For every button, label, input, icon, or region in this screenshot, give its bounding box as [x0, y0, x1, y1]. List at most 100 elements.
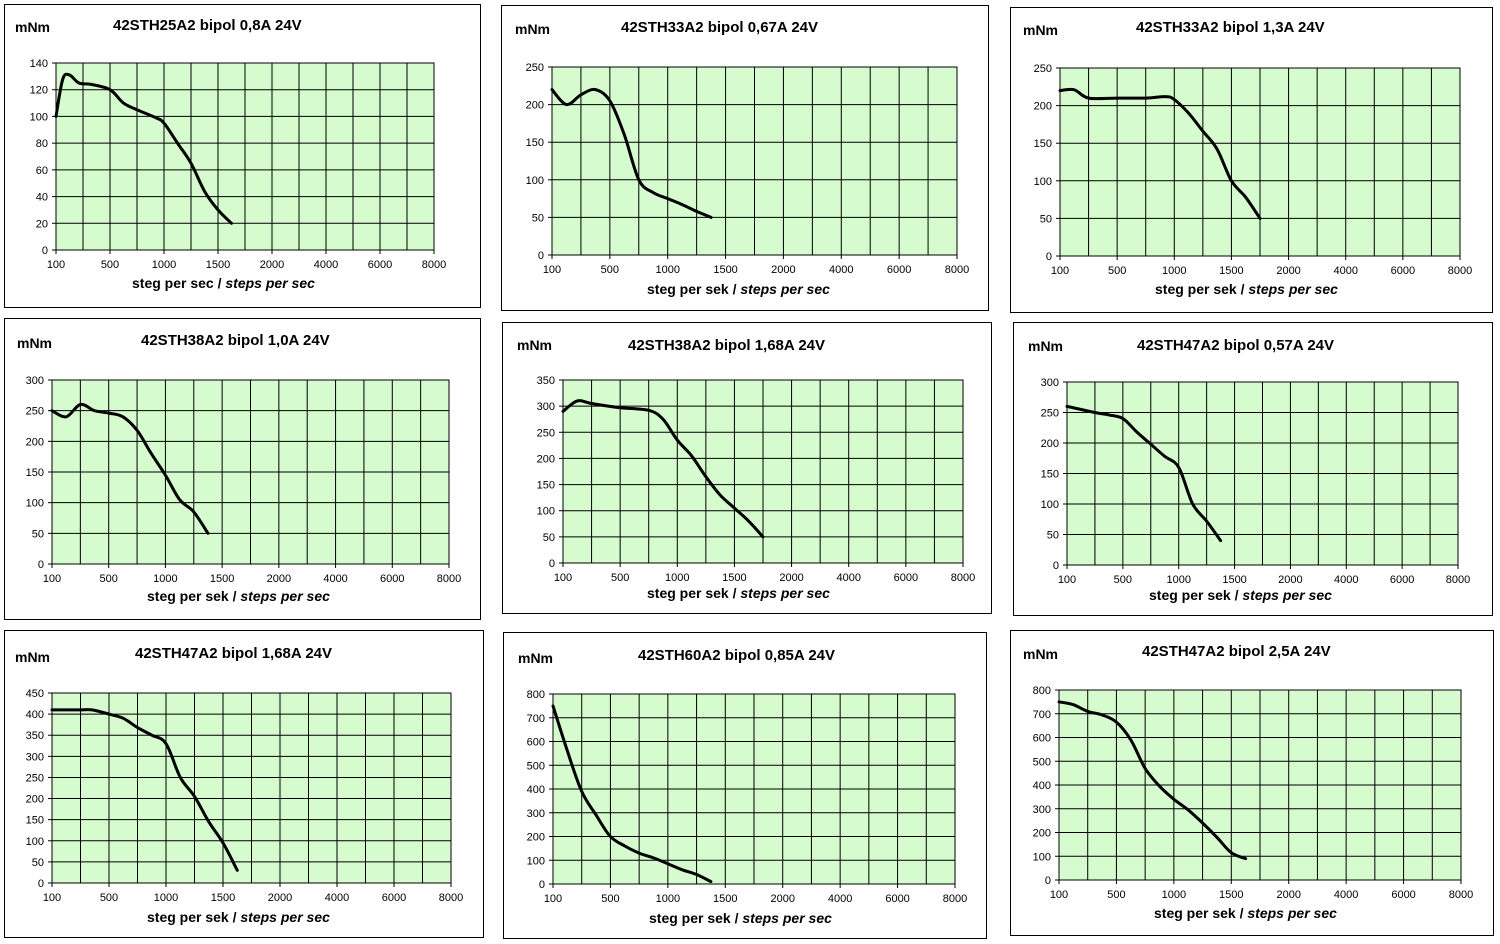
y-tick-label: 0 [38, 878, 44, 890]
x-axis-label-italic: steps per sec [1247, 905, 1337, 921]
y-tick-label: 50 [32, 857, 44, 869]
x-tick-label: 2000 [1276, 889, 1300, 901]
x-tick-label: 2000 [779, 572, 803, 584]
x-tick-label: 100 [543, 264, 561, 276]
x-axis-label-separator: / [228, 909, 241, 925]
chart-panel: mNm 42STH47A2 bipol 1,68A 24V steg per sek… [4, 630, 484, 938]
x-tick-label: 1500 [1219, 889, 1243, 901]
y-tick-label: 0 [38, 559, 44, 571]
x-axis-label: steg per sek / steps per sec [1149, 587, 1332, 603]
torque-curve-line [550, 87, 713, 219]
y-tick-label: 0 [538, 250, 544, 262]
y-tick-label: 50 [1040, 213, 1052, 225]
torque-curve-line [50, 708, 239, 872]
x-tick-label: 500 [100, 573, 118, 585]
x-tick-label: 100 [43, 573, 61, 585]
y-tick-label: 140 [30, 58, 48, 70]
torque-curve-line [551, 704, 713, 884]
y-tick-label: 0 [42, 245, 48, 257]
chart-plot: 0 20 40 60 80 100 120 140 100 500 1000 1500 2000 4000… [30, 58, 447, 271]
x-axis-label: steg per sek / steps per sec [647, 281, 830, 297]
x-tick-label: 6000 [894, 572, 918, 584]
x-tick-label: 8000 [1449, 889, 1473, 901]
torque-curve-line [1058, 87, 1262, 220]
x-tick-label: 500 [1108, 265, 1126, 277]
chart-title: 42STH60A2 bipol 0,85A 24V [638, 647, 836, 664]
y-tick-label: 100 [26, 498, 44, 510]
x-tick-label: 1000 [655, 264, 679, 276]
chart-panel: mNm 42STH38A2 bipol 1,68A 24V steg per sek… [502, 322, 992, 614]
x-axis-label-separator: / [1236, 281, 1249, 297]
x-axis-label-main: steg per sek [647, 585, 729, 601]
x-axis-label-italic: steps per sec [742, 910, 832, 926]
torque-curve-line [1057, 700, 1248, 861]
x-axis-label-separator: / [728, 585, 741, 601]
y-tick-label: 200 [527, 832, 545, 844]
x-tick-label: 2000 [267, 573, 291, 585]
x-tick-label: 6000 [1390, 574, 1414, 586]
chart-panel: mNm 42STH60A2 bipol 0,85A 24V steg per sek… [503, 632, 987, 939]
x-axis-label-italic: steps per sec [225, 275, 315, 291]
x-axis-label-main: steg per sek [1149, 587, 1231, 603]
chart-title: 42STH25A2 bipol 0,8A 24V [113, 17, 302, 34]
y-tick-label: 50 [1047, 530, 1059, 542]
x-axis-label: steg per sek / steps per sec [647, 585, 830, 601]
x-tick-label: 8000 [1448, 265, 1472, 277]
x-tick-label: 8000 [437, 573, 461, 585]
y-tick-label: 200 [526, 100, 544, 112]
y-tick-label: 200 [26, 794, 44, 806]
x-tick-label: 6000 [1391, 265, 1415, 277]
x-tick-label: 500 [101, 259, 119, 271]
y-tick-label: 50 [532, 212, 544, 224]
y-tick-label: 0 [1045, 875, 1051, 887]
chart-plot: 0 50 100 150 200 250 300 100 500 1000 1500 2000 4000… [1041, 377, 1471, 586]
y-tick-label: 20 [36, 218, 48, 230]
x-tick-label: 6000 [887, 264, 911, 276]
y-tick-label: 200 [1041, 438, 1059, 450]
y-tick-label: 350 [26, 730, 44, 742]
y-tick-label: 250 [26, 772, 44, 784]
x-axis-label-main: steg per sek [147, 588, 229, 604]
x-tick-label: 1500 [713, 264, 737, 276]
y-tick-label: 300 [26, 375, 44, 387]
x-tick-label: 6000 [1391, 889, 1415, 901]
y-tick-label: 0 [539, 879, 545, 891]
chart-plot: 0 50 100 150 200 250 300 100 500 1000 1500 2000 4000… [26, 375, 462, 585]
y-tick-label: 150 [1041, 469, 1059, 481]
chart-title: 42STH33A2 bipol 0,67A 24V [621, 19, 819, 36]
x-axis-label-separator: / [1235, 905, 1248, 921]
x-tick-label: 2000 [268, 892, 292, 904]
y-tick-label: 200 [26, 436, 44, 448]
chart-panel: mNm 42STH47A2 bipol 2,5A 24V steg per sek … [1010, 630, 1494, 936]
y-axis-unit-label: mNm [517, 337, 553, 353]
y-tick-label: 150 [26, 815, 44, 827]
y-tick-label: 250 [1034, 63, 1052, 75]
x-tick-label: 6000 [368, 259, 392, 271]
x-tick-label: 4000 [323, 573, 347, 585]
x-axis-label: steg per sek / steps per sec [1154, 905, 1337, 921]
torque-curve-line [561, 399, 765, 539]
x-tick-label: 100 [1050, 889, 1068, 901]
x-tick-label: 4000 [829, 264, 853, 276]
x-axis-label-italic: steps per sec [740, 585, 830, 601]
x-axis-label-separator: / [213, 275, 226, 291]
chart-title: 42STH38A2 bipol 1,68A 24V [628, 337, 826, 354]
y-tick-label: 250 [1041, 408, 1059, 420]
y-axis-unit-label: mNm [515, 21, 551, 37]
y-axis-unit-label: mNm [1028, 338, 1064, 354]
x-axis-label-main: steg per sek [147, 909, 229, 925]
x-axis-label-separator: / [228, 588, 241, 604]
x-tick-label: 6000 [382, 892, 406, 904]
x-tick-label: 1500 [1222, 574, 1246, 586]
x-tick-label: 2000 [771, 264, 795, 276]
x-tick-label: 500 [1107, 889, 1125, 901]
chart-plot: 0 50 100 150 200 250 100 500 1000 1500 2000 4000 600… [1034, 63, 1473, 277]
torque-curve-line [50, 402, 210, 535]
chart-panel: mNm 42STH47A2 bipol 0,57A 24V steg per sek… [1013, 322, 1493, 616]
chart-plot: 0 100 200 300 400 500 600 700 800 100 500 1000 1500 2… [527, 689, 968, 905]
x-tick-label: 8000 [422, 259, 446, 271]
x-axis-label-main: steg per sek [1154, 905, 1236, 921]
y-tick-label: 300 [527, 808, 545, 820]
x-tick-label: 1500 [211, 892, 235, 904]
x-tick-label: 4000 [314, 259, 338, 271]
